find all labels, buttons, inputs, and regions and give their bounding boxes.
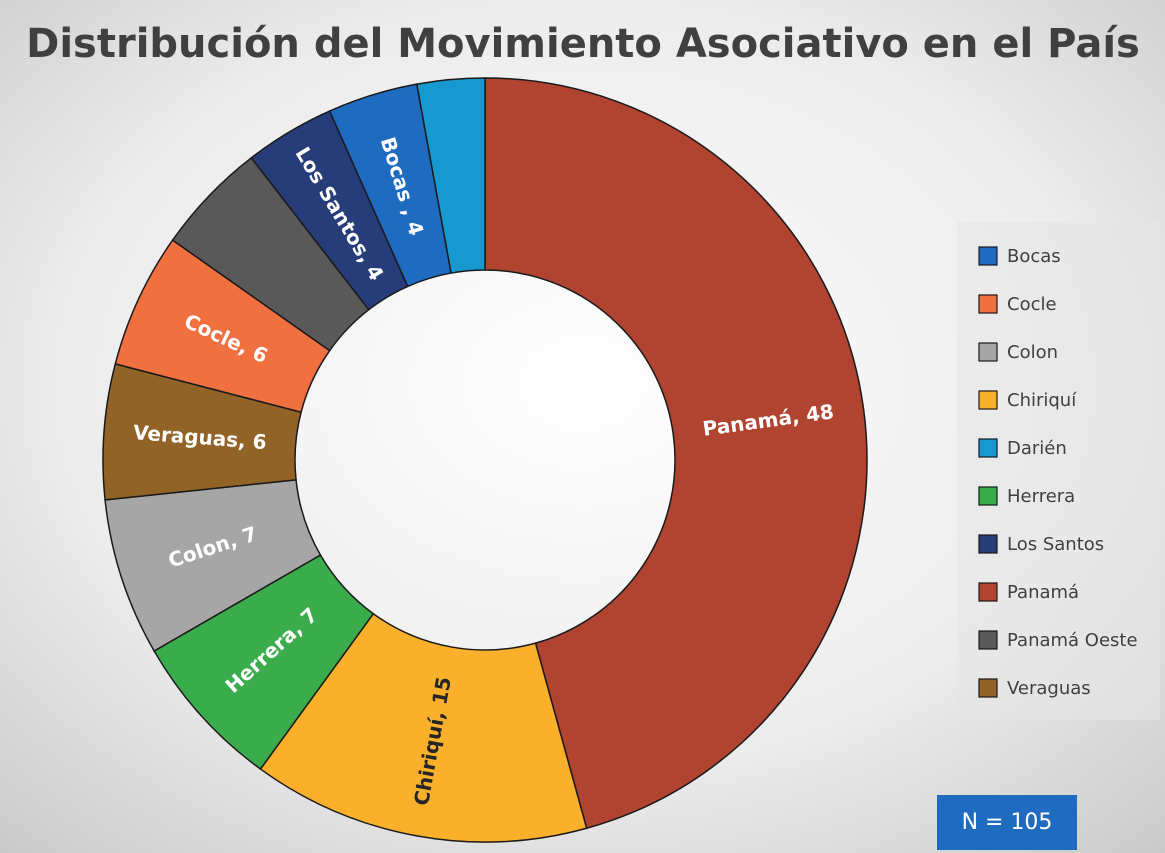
legend-label: Veraguas <box>1007 678 1091 699</box>
annotation-box <box>937 795 1077 850</box>
legend-label: Cocle <box>1007 294 1057 315</box>
legend-swatch <box>978 678 998 698</box>
legend-swatch <box>978 390 998 410</box>
legend-label: Panamá Oeste <box>1007 630 1138 651</box>
legend-swatch <box>978 630 998 650</box>
legend-swatch <box>978 294 998 314</box>
slice <box>259 612 588 843</box>
chart-title: Distribución del Movimiento Asociativo e… <box>26 21 1140 67</box>
legend-label: Chiriquí <box>1007 390 1077 411</box>
annotation: N = 105 <box>962 810 1053 835</box>
legend-swatch <box>978 534 998 554</box>
legend-label: Bocas <box>1007 246 1061 267</box>
legend-label: Herrera <box>1007 486 1075 507</box>
slice <box>484 77 868 830</box>
legend-swatch <box>978 438 998 458</box>
legend-label: Darién <box>1007 438 1067 459</box>
legend-label: Colon <box>1007 342 1058 363</box>
legend-swatch <box>978 486 998 506</box>
legend-swatch <box>978 582 998 602</box>
slice <box>415 77 486 274</box>
legend-label: Los Santos <box>1007 534 1104 555</box>
legend-label: Panamá <box>1007 582 1079 603</box>
legend-swatch <box>978 342 998 362</box>
legend-swatch <box>978 246 998 266</box>
